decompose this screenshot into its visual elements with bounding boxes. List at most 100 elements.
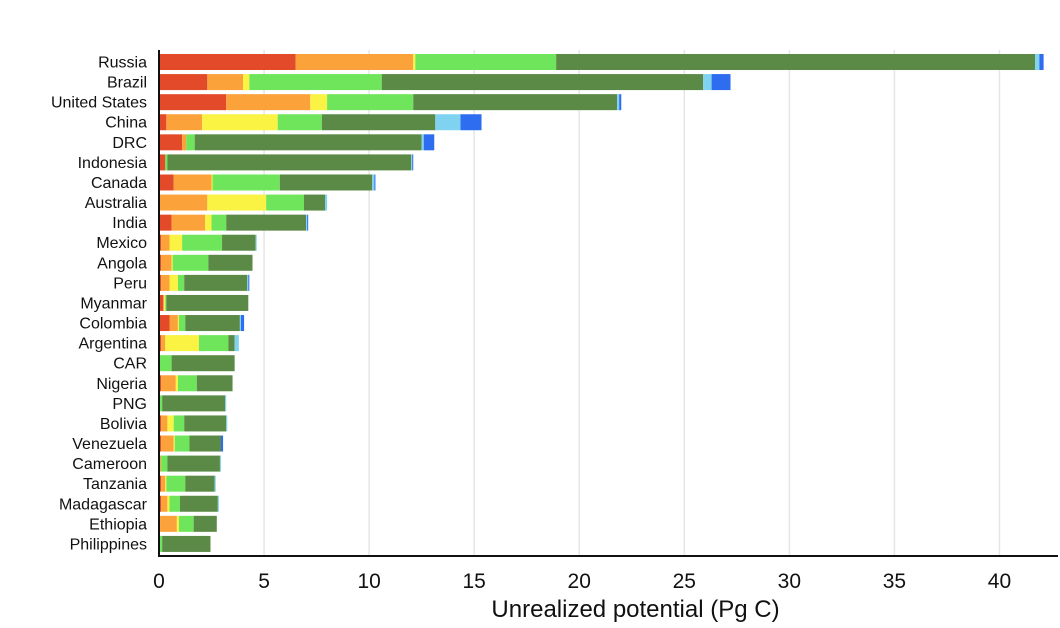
bar-segment	[165, 335, 199, 352]
bar-segment	[303, 194, 325, 211]
category-label: Ethiopia	[89, 516, 147, 533]
bar-segment	[159, 94, 227, 111]
bar-segment	[324, 194, 328, 211]
bar-segment	[159, 375, 162, 392]
bar-segment	[255, 234, 257, 251]
bar-segment	[162, 395, 226, 412]
bar-segment	[196, 375, 233, 392]
bar-segment	[1035, 54, 1040, 70]
category-label: Russia	[98, 55, 147, 72]
bar-segment	[266, 194, 304, 211]
category-label: Argentina	[79, 336, 148, 353]
bar-segment	[247, 274, 249, 291]
bar-segment	[173, 174, 212, 191]
bar-segment	[460, 114, 482, 131]
x-tick-label: 40	[988, 570, 1011, 593]
bar-segment	[159, 214, 172, 231]
bar-segment	[161, 254, 172, 271]
category-label: Angola	[97, 255, 147, 272]
category-label: Indonesia	[78, 155, 147, 172]
bar-segment	[161, 274, 170, 291]
bar-segment	[159, 294, 164, 311]
x-axis	[158, 50, 1058, 557]
bar-segment	[411, 154, 413, 171]
bar-segment	[279, 174, 373, 191]
category-label: Colombia	[79, 316, 147, 333]
bar-segment	[219, 455, 221, 472]
bar-segment	[172, 254, 209, 271]
bar-segment	[171, 254, 173, 271]
bar-segment	[211, 214, 227, 231]
bar-segment	[212, 174, 280, 191]
bar-segment	[165, 294, 167, 311]
bar-segment	[185, 475, 215, 492]
bar-segment	[1039, 54, 1044, 70]
bar-segment	[174, 435, 190, 452]
bar-segment	[182, 234, 223, 251]
bar-segment	[413, 94, 618, 111]
bar-segment	[160, 535, 163, 552]
bar-segment	[159, 254, 162, 271]
bar-segment	[166, 475, 186, 492]
bar-segment	[381, 74, 704, 91]
bar-segment	[617, 94, 620, 111]
bar-segment	[307, 214, 309, 231]
category-label: Mexico	[96, 235, 147, 252]
bar-segment	[182, 134, 187, 151]
bar-segment	[159, 495, 162, 512]
bar-segment	[413, 54, 416, 70]
x-tick-label: 35	[883, 570, 906, 593]
category-label: Madagascar	[59, 496, 148, 513]
category-label: Bolivia	[100, 416, 147, 433]
bar-segment	[180, 495, 218, 512]
bar-segment	[306, 214, 308, 231]
bar-segment	[226, 415, 228, 432]
bars	[159, 54, 1044, 552]
category-labels: Russia Brazil United States China DRC Indones…	[51, 55, 148, 554]
bar-segment	[321, 114, 436, 131]
bar-segment	[248, 274, 250, 291]
category-label: Philippines	[70, 536, 147, 553]
bar-segment	[277, 114, 322, 131]
bar-segment	[178, 515, 194, 532]
bar-segment	[295, 54, 414, 70]
bar-segment	[185, 315, 240, 332]
bar-segment	[162, 535, 211, 552]
bar-segment	[167, 495, 170, 512]
bar-segment	[177, 274, 185, 291]
bar-segment	[711, 74, 731, 91]
bar-segment	[169, 315, 178, 332]
bar-segment	[171, 214, 206, 231]
x-axis-title: Unrealized potential (Pg C)	[491, 596, 779, 623]
bar-segment	[167, 455, 220, 472]
category-label: Venezuela	[72, 436, 147, 453]
bar-segment	[249, 74, 382, 91]
x-tick-label: 10	[357, 570, 380, 593]
bar-segment	[226, 94, 311, 111]
bar-segment	[225, 395, 227, 412]
bar-segment	[423, 134, 435, 151]
bar-segment	[160, 515, 177, 532]
category-label: PNG	[112, 396, 147, 413]
bar-segment	[327, 94, 414, 111]
bar-segment	[159, 174, 174, 191]
bar-segment	[166, 114, 203, 131]
category-label: India	[112, 215, 147, 232]
bar-segment	[214, 475, 216, 492]
bar-segment	[556, 54, 1036, 70]
category-label: Tanzania	[83, 476, 147, 493]
category-label: Myanmar	[80, 295, 147, 312]
bar-segment	[177, 315, 179, 332]
bar-segment	[159, 435, 162, 452]
bar-segment	[159, 335, 162, 352]
bar-segment	[243, 74, 250, 91]
x-tick-label: 0	[153, 570, 165, 593]
bar-segment	[161, 435, 174, 452]
bar-segment	[159, 154, 166, 171]
bar-segment	[374, 174, 376, 191]
bar-segment	[184, 274, 248, 291]
bar-segment	[159, 194, 208, 211]
bar-segment	[415, 54, 557, 70]
category-label: Cameroon	[72, 456, 147, 473]
